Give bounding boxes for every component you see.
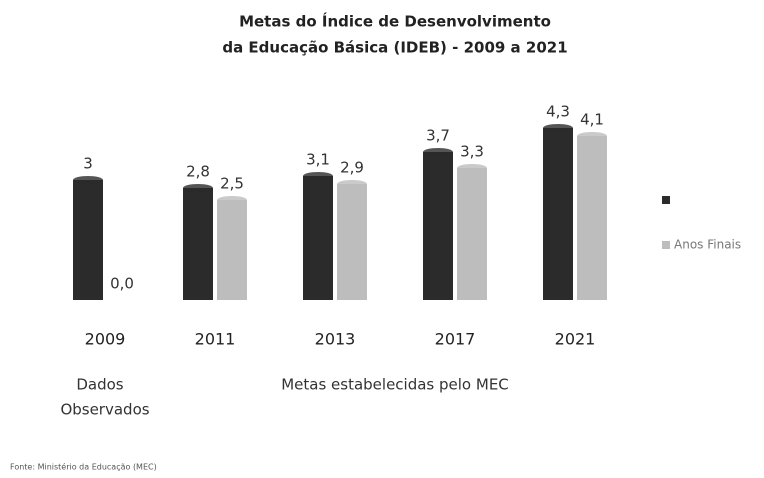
value-label: 2,5 <box>220 175 244 193</box>
value-label: 3 <box>83 155 93 173</box>
bar <box>543 128 573 300</box>
value-label: 0,0 <box>110 275 134 293</box>
chart-title: da Educação Básica (IDEB) - 2009 a 2021 <box>222 39 567 57</box>
annotation: Observados <box>60 401 149 419</box>
bar-cap <box>303 172 333 180</box>
bar-cap <box>577 132 607 140</box>
value-label: 3,7 <box>426 127 450 145</box>
annotation: Metas estabelecidas pelo MEC <box>281 376 509 394</box>
bar-cap <box>217 196 247 204</box>
legend-swatch <box>662 241 670 249</box>
chart-title: Metas do Índice de Desenvolvimento <box>239 12 551 31</box>
bar <box>217 200 247 300</box>
x-tick-label: 2021 <box>555 330 596 349</box>
bar-cap <box>543 124 573 132</box>
annotation: Dados <box>76 376 123 394</box>
bar <box>423 152 453 300</box>
source: Fonte: Ministério da Educação (MEC) <box>10 462 157 472</box>
value-label: 3,3 <box>460 143 484 161</box>
bar-cap <box>183 184 213 192</box>
value-label: 3,1 <box>306 151 330 169</box>
bar-cap <box>73 176 103 184</box>
value-label: 2,9 <box>340 159 364 177</box>
value-label: 4,1 <box>580 111 604 129</box>
x-tick-label: 2017 <box>435 330 476 349</box>
bar-cap <box>423 148 453 156</box>
bar <box>577 136 607 300</box>
bar-cap <box>337 180 367 188</box>
bar <box>457 168 487 300</box>
legend-label: Anos Finais <box>674 238 741 252</box>
x-tick-label: 2011 <box>195 330 236 349</box>
bar <box>73 180 103 300</box>
bar <box>183 188 213 300</box>
value-label: 2,8 <box>186 163 210 181</box>
bar <box>337 184 367 300</box>
x-tick-label: 2009 <box>85 330 126 349</box>
legend-swatch <box>662 196 670 204</box>
value-label: 4,3 <box>546 103 570 121</box>
x-tick-label: 2013 <box>315 330 356 349</box>
bar <box>303 176 333 300</box>
bar-cap <box>457 164 487 172</box>
